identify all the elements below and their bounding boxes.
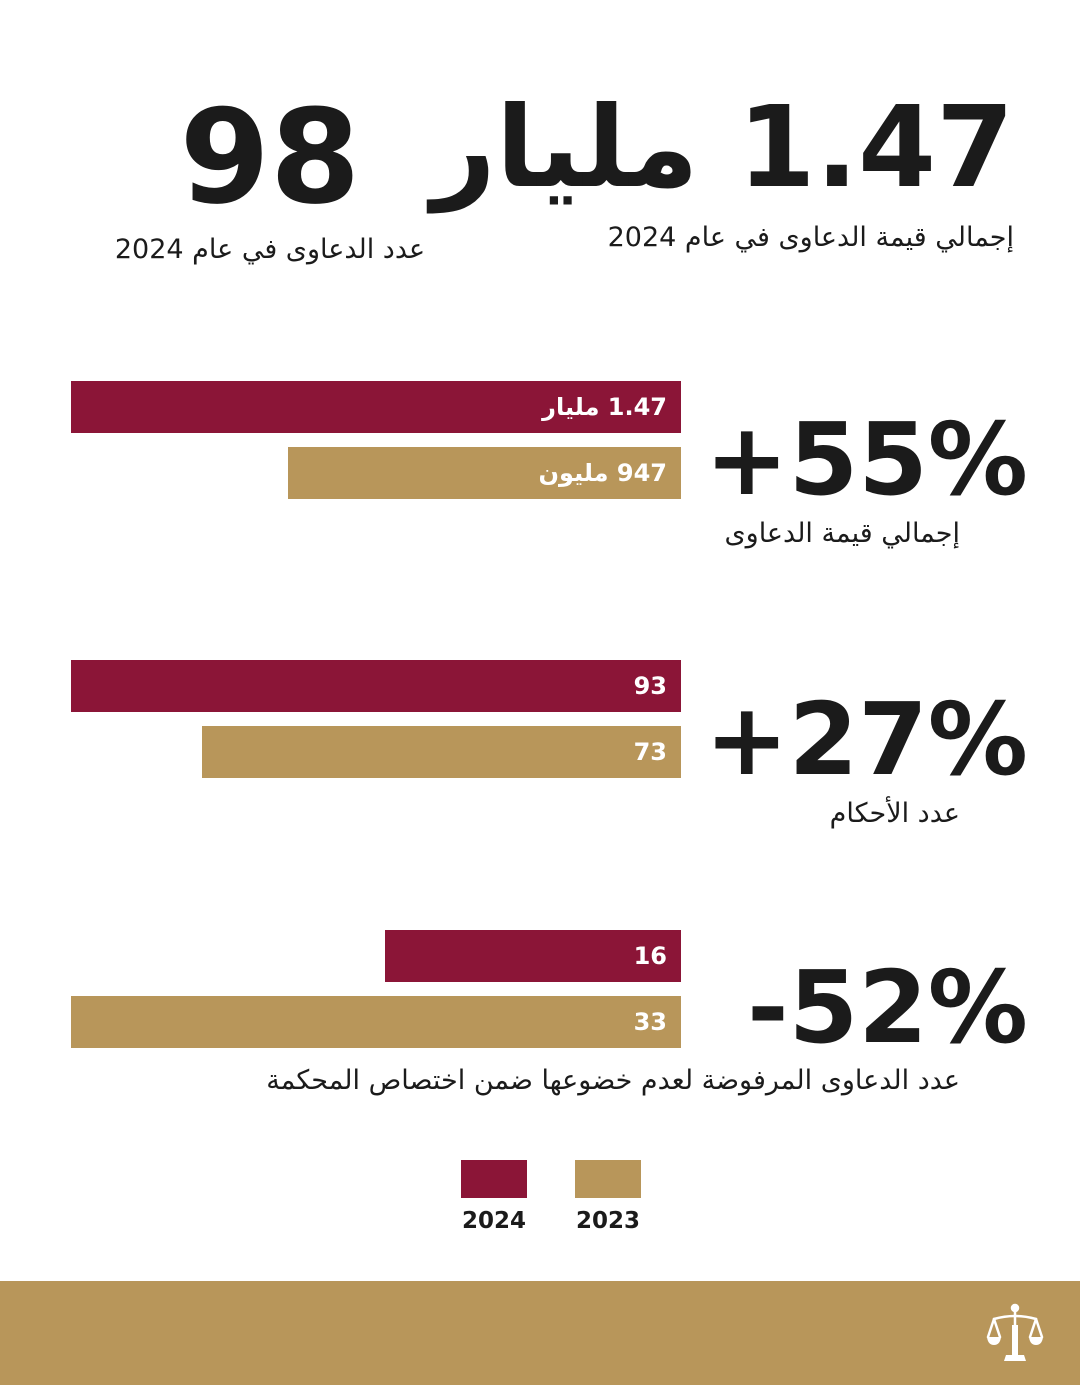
legend-swatch-2024 bbox=[461, 1160, 527, 1198]
bar-value-label-judgments-2024: 93 bbox=[633, 672, 667, 700]
kpi-total-label: إجمالي قيمة الدعاوى في عام 2024 bbox=[607, 222, 1014, 253]
legend-label-2024: 2024 bbox=[461, 1208, 526, 1234]
kpi-total-value: 1.47 مليار bbox=[431, 83, 1014, 213]
kpi-total-value-block: 1.47 مليار إجمالي قيمة الدعاوى في عام 20… bbox=[431, 83, 1014, 253]
legend-label-2023: 2023 bbox=[575, 1208, 640, 1234]
bar-value-label-judgments-2023: 73 bbox=[633, 738, 667, 766]
bar-value-label-total-value-2024: 1.47 مليار bbox=[542, 393, 667, 421]
metric-label-rejected-cases: عدد الدعاوى المرفوضة لعدم خضوعها ضمن اخت… bbox=[266, 1065, 960, 1096]
bar-value-label-total-value-2023: 947 مليون bbox=[538, 459, 667, 487]
scales-of-justice-icon bbox=[986, 1303, 1044, 1361]
bar-value-label-rejected-cases-2023: 33 bbox=[633, 1008, 667, 1036]
bar-rejected-cases-2023: 33 bbox=[71, 996, 681, 1048]
bar-judgments-2023: 73 bbox=[202, 726, 681, 778]
kpi-case-count-value: 98 bbox=[179, 81, 361, 233]
change-percent-total-value: +55% bbox=[704, 401, 1028, 518]
kpi-case-count-block: 98 عدد الدعاوى في عام 2024 bbox=[70, 92, 470, 263]
footer-band bbox=[0, 1281, 1080, 1385]
change-percent-rejected-cases: -52% bbox=[747, 949, 1028, 1066]
bar-value-label-rejected-cases-2024: 16 bbox=[633, 942, 667, 970]
metric-label-total-value: إجمالي قيمة الدعاوى bbox=[724, 518, 960, 549]
metric-label-judgments: عدد الأحكام bbox=[829, 798, 960, 829]
legend-swatch-2023 bbox=[575, 1160, 641, 1198]
bar-rejected-cases-2024: 16 bbox=[385, 930, 681, 982]
bar-judgments-2024: 93 bbox=[71, 660, 681, 712]
change-percent-judgments: +27% bbox=[704, 681, 1028, 798]
kpi-case-count-label: عدد الدعاوى في عام 2024 bbox=[114, 234, 426, 265]
bar-total-value-2023: 947 مليون bbox=[288, 447, 681, 499]
bar-total-value-2024: 1.47 مليار bbox=[71, 381, 681, 433]
